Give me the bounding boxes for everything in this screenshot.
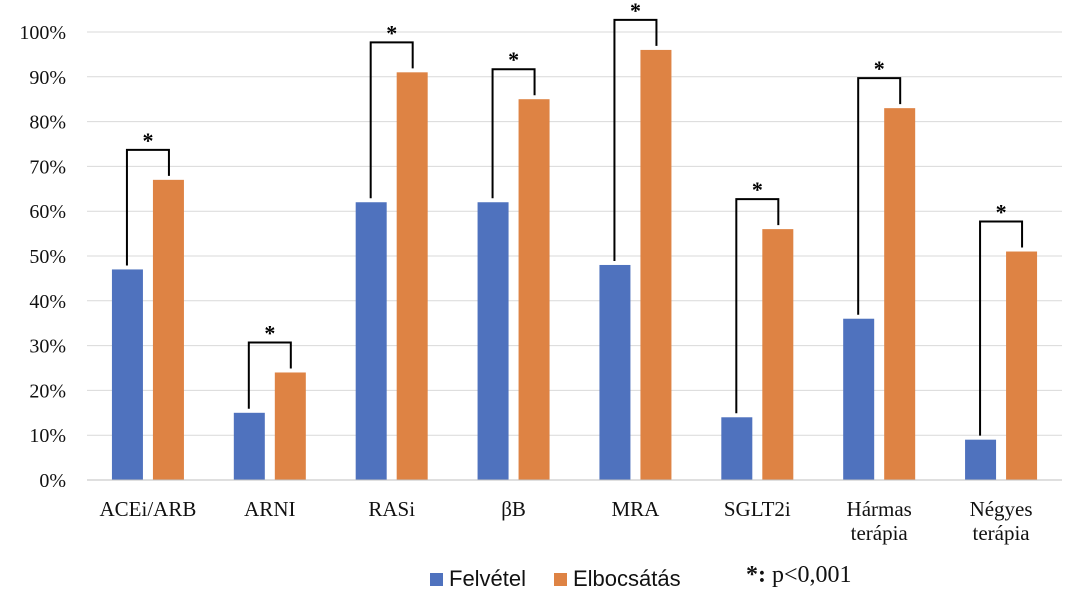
bar-elbocsatas bbox=[640, 49, 672, 481]
legend-label-elbocsatas: Elbocsátás bbox=[573, 566, 681, 591]
x-category-label: RASi bbox=[368, 497, 415, 521]
bar-chart: 0% 10% 20% 30% 40% 50% 60% 70% 80% 90% 100% * ACEi/A… bbox=[19, 0, 1062, 545]
significance-bracket bbox=[125, 148, 170, 266]
bar-felvetel bbox=[721, 417, 753, 480]
bar-elbocsatas bbox=[274, 372, 306, 480]
significance-note-text: p<0,001 bbox=[766, 562, 852, 588]
significance-star: * bbox=[630, 0, 641, 23]
bar-felvetel bbox=[965, 439, 997, 480]
significance-bracket bbox=[613, 18, 658, 261]
bar-felvetel bbox=[355, 202, 387, 481]
bar-felvetel bbox=[233, 412, 265, 480]
significance-bracket bbox=[857, 77, 902, 315]
bar-elbocsatas bbox=[884, 108, 916, 480]
bar-elbocsatas bbox=[1006, 251, 1038, 480]
x-category-label: Négyes bbox=[970, 497, 1033, 521]
legend-item-elbocsatas: Elbocsátás bbox=[554, 566, 681, 592]
significance-star: * bbox=[874, 56, 885, 81]
significance-star: * bbox=[752, 177, 763, 202]
bar-elbocsatas bbox=[518, 99, 550, 480]
legend-item-felvetel: Felvétel bbox=[430, 566, 526, 592]
y-tick-label: 80% bbox=[29, 112, 66, 134]
significance-star: * bbox=[996, 200, 1007, 225]
bar-elbocsatas bbox=[152, 179, 184, 480]
x-category-label: ACEi/ARB bbox=[100, 497, 197, 521]
bar-elbocsatas bbox=[762, 229, 794, 480]
significance-bracket bbox=[491, 68, 536, 199]
legend: Felvétel Elbocsátás *: p<0,001 bbox=[0, 562, 1075, 596]
significance-star: * bbox=[508, 47, 519, 72]
y-tick-label: 60% bbox=[29, 201, 66, 223]
bar-felvetel bbox=[843, 318, 875, 480]
bar-felvetel bbox=[477, 202, 509, 481]
y-tick-label: 40% bbox=[29, 291, 66, 313]
significance-note-marker: *: bbox=[746, 562, 766, 588]
significance-bracket bbox=[735, 198, 780, 414]
x-category-label: βB bbox=[501, 497, 526, 521]
y-tick-label: 90% bbox=[29, 67, 66, 89]
y-tick-label: 30% bbox=[29, 336, 66, 358]
x-category-label: MRA bbox=[612, 497, 661, 521]
bar-felvetel bbox=[111, 269, 143, 480]
bar-elbocsatas bbox=[396, 72, 428, 480]
significance-bracket bbox=[247, 341, 292, 409]
significance-note: *: p<0,001 bbox=[746, 562, 852, 589]
significance-bracket bbox=[369, 41, 414, 199]
y-tick-label: 20% bbox=[29, 380, 66, 402]
x-category-label: Hármas bbox=[847, 497, 912, 521]
y-tick-label: 100% bbox=[19, 22, 66, 44]
y-tick-label: 10% bbox=[29, 425, 66, 447]
x-category-label: terápia bbox=[851, 521, 909, 545]
x-category-label: SGLT2i bbox=[724, 497, 791, 521]
legend-swatch-felvetel bbox=[430, 572, 443, 586]
y-tick-label: 50% bbox=[29, 246, 66, 268]
legend-swatch-elbocsatas bbox=[554, 572, 567, 586]
legend-label-felvetel: Felvétel bbox=[449, 566, 527, 591]
x-category-label: terápia bbox=[973, 521, 1031, 545]
significance-star: * bbox=[264, 320, 275, 345]
significance-bracket bbox=[979, 220, 1024, 436]
y-tick-label: 0% bbox=[39, 470, 66, 492]
y-tick-label: 70% bbox=[29, 156, 66, 178]
significance-star: * bbox=[386, 20, 397, 45]
significance-star: * bbox=[142, 128, 153, 153]
x-category-label: ARNI bbox=[244, 497, 295, 521]
bar-felvetel bbox=[599, 264, 631, 480]
